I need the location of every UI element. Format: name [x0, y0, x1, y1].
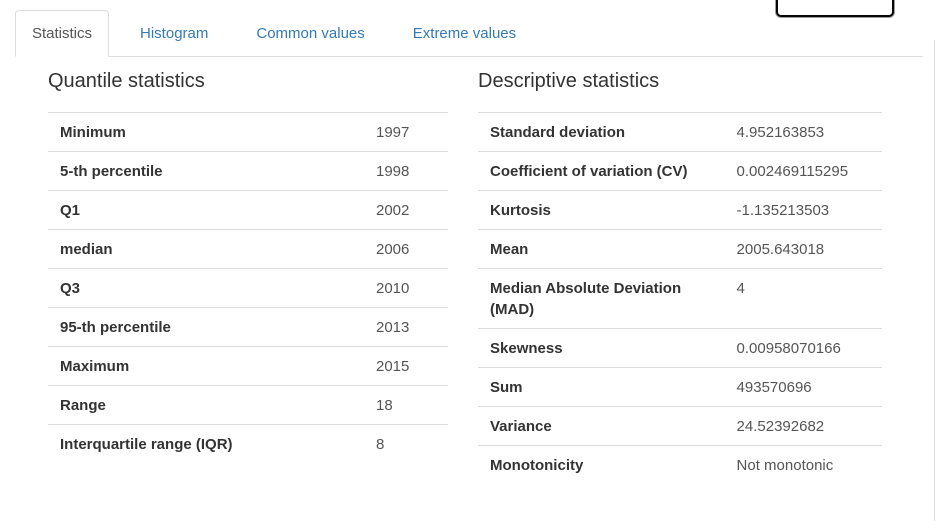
stat-label: Minimum: [48, 112, 376, 152]
stat-value: 2010: [376, 268, 448, 308]
stat-label: median: [48, 229, 376, 269]
tab-common-values[interactable]: Common values: [256, 25, 365, 42]
table-row: Median Absolute Deviation (MAD) 4: [478, 268, 882, 329]
stat-value: 2006: [376, 229, 448, 269]
table-row: Range 18: [48, 385, 448, 425]
table-row: Interquartile range (IQR) 8: [48, 424, 448, 463]
stat-label: Q1: [48, 190, 376, 230]
stat-value: 0.002469115295: [736, 151, 882, 191]
stat-value: 2005.643018: [736, 229, 882, 269]
stats-tab-bar: Statistics Histogram Common values Extre…: [15, 10, 923, 57]
table-row: Coefficient of variation (CV) 0.00246911…: [478, 151, 882, 191]
table-row: median 2006: [48, 229, 448, 269]
table-row: Q1 2002: [48, 190, 448, 230]
table-row: Skewness 0.00958070166: [478, 328, 882, 368]
stat-label: Q3: [48, 268, 376, 308]
quantile-statistics-table: Minimum 1997 5-th percentile 1998 Q1 200…: [48, 112, 448, 463]
stat-label: Kurtosis: [478, 190, 737, 230]
stat-label: Monotonicity: [478, 445, 737, 484]
stat-label: Interquartile range (IQR): [48, 424, 376, 463]
stat-label: 95-th percentile: [48, 307, 376, 347]
table-row: Maximum 2015: [48, 346, 448, 386]
stat-value: 2013: [376, 307, 448, 347]
stat-value: 8: [376, 424, 448, 463]
stat-value: 2015: [376, 346, 448, 386]
tab-statistics[interactable]: Statistics: [15, 10, 110, 57]
stat-label: Mean: [478, 229, 737, 269]
quantile-statistics-heading: Quantile statistics: [48, 70, 205, 92]
stat-value: -1.135213503: [736, 190, 882, 230]
stat-label: Maximum: [48, 346, 376, 386]
table-row: Monotonicity Not monotonic: [478, 445, 882, 484]
descriptive-statistics-section: Descriptive statistics Standard deviatio…: [463, 57, 897, 484]
quantile-statistics-section: Quantile statistics Minimum 1997 5-th pe…: [33, 57, 463, 484]
stat-label: Skewness: [478, 328, 737, 368]
stat-label: Variance: [478, 406, 737, 446]
tab-extreme-values[interactable]: Extreme values: [412, 25, 517, 42]
stat-label: Sum: [478, 367, 737, 407]
table-row: 95-th percentile 2013: [48, 307, 448, 347]
stat-value: 4: [736, 268, 882, 329]
table-row: Minimum 1997: [48, 112, 448, 152]
table-row: Q3 2010: [48, 268, 448, 308]
stat-label: Coefficient of variation (CV): [478, 151, 737, 191]
stat-label: Median Absolute Deviation (MAD): [478, 268, 737, 329]
stat-value: 1998: [376, 151, 448, 191]
table-row: 5-th percentile 1998: [48, 151, 448, 191]
stat-value: 1997: [376, 112, 448, 152]
table-row: Mean 2005.643018: [478, 229, 882, 269]
descriptive-statistics-table: Standard deviation 4.952163853 Coefficie…: [478, 112, 882, 484]
stat-value: 24.52392682: [736, 406, 882, 446]
table-row: Sum 493570696: [478, 367, 882, 407]
stat-value: 493570696: [736, 367, 882, 407]
stat-label: Standard deviation: [478, 112, 737, 152]
stat-value: 18: [376, 385, 448, 425]
stat-value: Not monotonic: [736, 445, 882, 484]
stat-label: 5-th percentile: [48, 151, 376, 191]
stat-value: 0.00958070166: [736, 328, 882, 368]
table-row: Kurtosis -1.135213503: [478, 190, 882, 230]
table-row: Standard deviation 4.952163853: [478, 112, 882, 152]
stat-value: 4.952163853: [736, 112, 882, 152]
stat-label: Range: [48, 385, 376, 425]
panel-right-border: [934, 40, 935, 521]
toggle-details-button-partial[interactable]: [776, 0, 894, 17]
statistics-panel: Quantile statistics Minimum 1997 5-th pe…: [0, 57, 941, 484]
table-row: Variance 24.52392682: [478, 406, 882, 446]
stat-value: 2002: [376, 190, 448, 230]
descriptive-statistics-heading: Descriptive statistics: [478, 70, 660, 92]
tab-histogram[interactable]: Histogram: [140, 25, 209, 42]
